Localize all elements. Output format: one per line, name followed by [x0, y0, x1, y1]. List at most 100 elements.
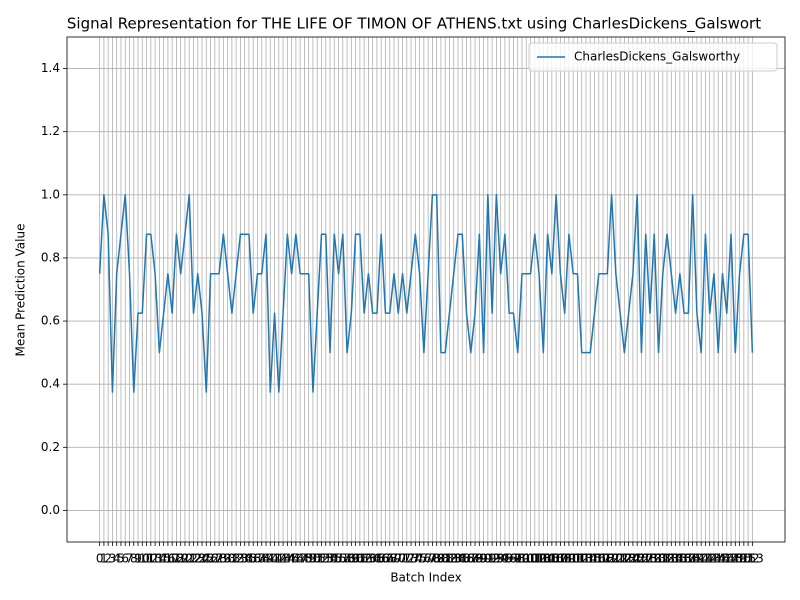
x-tick-label: 108: [549, 552, 572, 566]
x-tick-label: 30: [220, 552, 235, 566]
x-tick-label: 12: [143, 552, 158, 566]
x-tick-label: 17: [165, 552, 180, 566]
x-tick-label: 39: [258, 552, 273, 566]
x-tick-label: 114: [575, 552, 598, 566]
x-tick-label: 25: [199, 552, 214, 566]
x-tick-label: 55: [327, 552, 342, 566]
x-tick-label: 76: [416, 552, 431, 566]
x-tick-label: 23: [190, 552, 205, 566]
x-tick-label: 33: [233, 552, 248, 566]
x-tick-label: 80: [433, 552, 448, 566]
x-tick-label: 126: [626, 552, 649, 566]
x-tick-label: 70: [391, 552, 406, 566]
x-tick-label: 146: [711, 552, 734, 566]
x-tick-label: 102: [523, 552, 546, 566]
x-tick-label: 145: [707, 552, 730, 566]
x-tick-label: 53: [318, 552, 333, 566]
x-tick-label: 2: [104, 552, 112, 566]
x-tick-label: 52: [314, 552, 329, 566]
x-tick-label: 92: [484, 552, 499, 566]
line-series: [98, 194, 754, 393]
x-tick-label: 38: [254, 552, 269, 566]
x-tick-label: 136: [668, 552, 691, 566]
x-tick-label: 109: [553, 552, 576, 566]
x-tick-label: 139: [681, 552, 704, 566]
x-tick-label: 89: [472, 552, 487, 566]
x-tick-label: 59: [344, 552, 359, 566]
x-tick-label: 95: [497, 552, 512, 566]
x-tick-label: 32: [229, 552, 244, 566]
x-tick-label: 99: [514, 552, 529, 566]
x-tick-label: 138: [677, 552, 700, 566]
x-tick-label: 35: [241, 552, 256, 566]
x-tick-label: 147: [715, 552, 738, 566]
x-tick-label: 31: [224, 552, 239, 566]
y-tick-label: 0.8: [41, 250, 60, 264]
y-tick-label: 0.4: [41, 377, 60, 391]
x-tick-label: 85: [455, 552, 470, 566]
x-tick-label: 66: [374, 552, 389, 566]
x-tick-label: 142: [694, 552, 717, 566]
x-tick-label: 49: [301, 552, 316, 566]
x-tick-label: 141: [690, 552, 713, 566]
x-tick-label: 71: [395, 552, 410, 566]
x-tick-label: 37: [250, 552, 265, 566]
x-tick-label: 9: [134, 552, 142, 566]
x-tick-label: 67: [378, 552, 393, 566]
y-tick-label: 1.4: [41, 61, 60, 75]
x-tick-label: 0: [96, 552, 104, 566]
x-tick-label: 18: [169, 552, 184, 566]
x-tick-label: 22: [186, 552, 201, 566]
x-tick-label: 20: [177, 552, 192, 566]
x-tick-label: 11: [139, 552, 154, 566]
x-tick-label: 34: [237, 552, 252, 566]
x-tick-label: 124: [617, 552, 640, 566]
x-tick-label: 104: [532, 552, 555, 566]
x-tick-label: 144: [703, 552, 726, 566]
x-tick-label: 137: [673, 552, 696, 566]
x-tick-label: 5: [117, 552, 125, 566]
y-axis-label: Mean Prediction Value: [14, 224, 28, 357]
x-tick-label: 117: [587, 552, 610, 566]
x-tick-label: 74: [408, 552, 423, 566]
x-tick-label: 46: [288, 552, 303, 566]
x-tick-label: 7: [126, 552, 134, 566]
x-tick-label: 65: [369, 552, 384, 566]
x-tick-label: 128: [634, 552, 657, 566]
x-tick-label: 79: [429, 552, 444, 566]
x-tick-label: 105: [536, 552, 559, 566]
x-tick-label: 51: [310, 552, 325, 566]
x-tick-label: 36: [246, 552, 261, 566]
x-tick-label: 110: [557, 552, 580, 566]
x-tick-label: 28: [211, 552, 226, 566]
x-tick-label: 56: [331, 552, 346, 566]
x-tick-label: 123: [613, 552, 636, 566]
x-tick-label: 82: [442, 552, 457, 566]
x-tick-label: 90: [476, 552, 491, 566]
x-tick-label: 111: [562, 552, 585, 566]
x-tick-label: 40: [263, 552, 278, 566]
legend-label: CharlesDickens_Galsworthy: [574, 50, 740, 64]
x-tick-label: 88: [467, 552, 482, 566]
x-tick-label: 135: [664, 552, 687, 566]
x-tick-label: 119: [596, 552, 619, 566]
x-tick-label: 6: [121, 552, 129, 566]
x-tick-label: 48: [297, 552, 312, 566]
x-axis-label: Batch Index: [390, 571, 461, 585]
x-tick-label: 10: [135, 552, 150, 566]
x-tick-label: 13: [147, 552, 162, 566]
x-tick-label: 116: [583, 552, 606, 566]
x-tick-label: 134: [660, 552, 683, 566]
x-tick-label: 153: [741, 552, 764, 566]
y-tick-label: 0.0: [41, 503, 60, 517]
x-tick-label: 94: [493, 552, 508, 566]
x-tick-label: 100: [515, 552, 538, 566]
x-tick-label: 113: [570, 552, 593, 566]
x-tick-label: 107: [545, 552, 568, 566]
x-tick-label: 8: [130, 552, 138, 566]
x-tick-label: 54: [322, 552, 337, 566]
x-tick-label: 69: [386, 552, 401, 566]
x-tick-label: 1: [100, 552, 108, 566]
x-tick-label: 129: [639, 552, 662, 566]
